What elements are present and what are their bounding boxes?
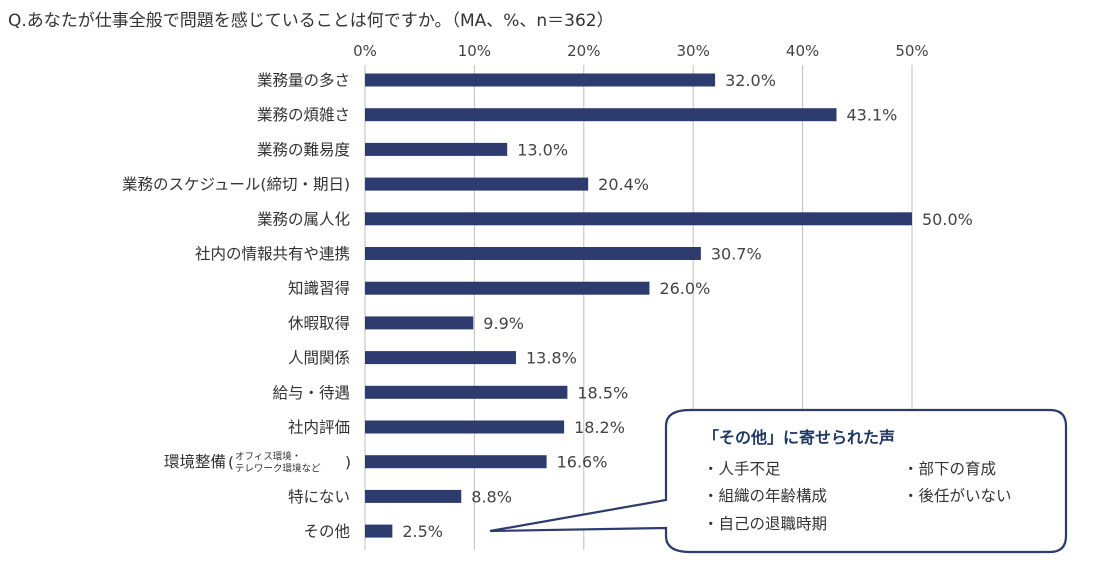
callout-item: ・自己の退職時期 — [703, 515, 827, 533]
category-label: 社内評価 — [288, 419, 350, 437]
bar — [365, 108, 837, 122]
value-labels: 32.0%43.1%13.0%20.4%50.0%30.7%26.0%9.9%1… — [402, 71, 972, 541]
value-label: 13.0% — [517, 140, 568, 159]
x-tick-label: 50% — [895, 42, 928, 60]
value-label: 20.4% — [598, 175, 649, 194]
bar — [365, 524, 393, 538]
category-label: 給与・待遇 — [272, 384, 350, 402]
paren-close: ) — [345, 454, 351, 472]
value-label: 18.5% — [577, 383, 628, 402]
value-label: 2.5% — [402, 522, 443, 541]
category-label: 業務のスケジュール(締切・期日) — [122, 176, 350, 194]
category-label: 知識習得 — [288, 280, 350, 298]
x-tick-label: 20% — [567, 42, 600, 60]
bar — [365, 489, 462, 503]
bar — [365, 316, 474, 330]
bar — [365, 420, 565, 434]
bar — [365, 177, 589, 191]
paren-open: ( — [228, 454, 234, 472]
category-label: 社内の情報共有や連携 — [195, 245, 350, 263]
category-label: 業務の属人化 — [257, 210, 350, 228]
value-label: 32.0% — [725, 71, 776, 90]
callout-item: ・組織の年齢構成 — [703, 487, 827, 505]
other-comments-callout: 「その他」に寄せられた声 ・人手不足 ・部下の育成 ・組織の年齢構成 ・後任がい… — [489, 408, 1068, 554]
x-tick-label: 30% — [677, 42, 710, 60]
category-label: 特にない — [288, 488, 350, 506]
x-tick-label: 40% — [786, 42, 819, 60]
category-label: 環境整備 — [164, 452, 226, 471]
chart-title: Q.あなたが仕事全般で問題を感じていることは何ですか。（MA、%、n＝362） — [8, 11, 614, 31]
value-label: 30.7% — [711, 245, 762, 264]
category-note: テレワーク環境など — [235, 463, 321, 475]
category-label: 休暇取得 — [288, 314, 350, 332]
value-label: 16.6% — [557, 453, 608, 472]
callout-item: ・後任がいない — [903, 487, 1012, 505]
value-label: 13.8% — [526, 349, 577, 368]
category-label: 業務の難易度 — [257, 141, 350, 159]
value-label: 18.2% — [574, 418, 625, 437]
bar — [365, 455, 547, 469]
category-label: 人間関係 — [288, 349, 350, 367]
category-label: 業務の煩雑さ — [257, 106, 350, 124]
bar — [365, 281, 650, 295]
value-label: 26.0% — [659, 279, 710, 298]
category-label: 業務量の多さ — [257, 72, 350, 90]
x-tick-label: 10% — [458, 42, 491, 60]
bar — [365, 351, 516, 365]
callout-box — [489, 408, 1068, 554]
category-label: その他 — [303, 523, 350, 541]
bar — [365, 142, 508, 156]
bars — [365, 73, 912, 538]
callout-item: ・部下の育成 — [903, 460, 996, 478]
x-axis-ticks: 0% 10% 20% 30% 40% 50% — [353, 42, 929, 60]
value-label: 50.0% — [922, 210, 973, 229]
value-label: 43.1% — [847, 106, 898, 125]
x-tick-label: 0% — [353, 42, 377, 60]
bar — [365, 73, 716, 87]
category-note: オフィス環境・ — [235, 451, 301, 463]
bar — [365, 385, 568, 399]
callout-title: 「その他」に寄せられた声 — [703, 428, 895, 447]
callout-item: ・人手不足 — [703, 460, 781, 478]
bar — [365, 212, 912, 226]
bar — [365, 247, 701, 260]
value-label: 9.9% — [483, 314, 524, 333]
value-label: 8.8% — [471, 487, 512, 506]
